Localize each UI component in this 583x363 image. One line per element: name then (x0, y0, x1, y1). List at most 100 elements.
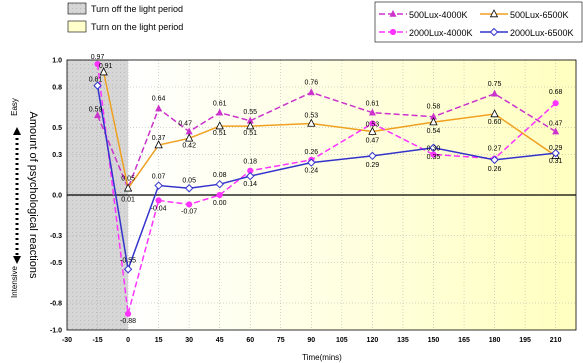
open-triangle-marker (99, 67, 108, 76)
data-label: 0.60 (488, 119, 502, 126)
y-tick-label: -1.0 (50, 328, 62, 335)
data-label: 0.47 (178, 121, 192, 128)
triangle-marker (94, 111, 102, 119)
data-label: 0.64 (152, 96, 166, 103)
y-tick-label: -0.5 (50, 260, 62, 267)
x-tick-labels: -30 -15 0 15 30 45 60 75 90 105 120 135 150 165 180 195… (62, 337, 562, 344)
data-label: 0.29 (549, 145, 563, 152)
y-easy-label: Easy (10, 98, 19, 116)
data-label: 0.61 (213, 101, 227, 108)
legend-series-label: 500Lux-6500K (510, 10, 569, 20)
legend-series-label: 2000Lux-6500K (510, 28, 574, 38)
data-label: 0.30 (427, 146, 441, 153)
diamond-marker (93, 81, 102, 90)
dot-marker (552, 100, 559, 107)
x-tick-label: -30 (62, 337, 72, 344)
x-tick-label: 180 (489, 337, 501, 344)
open-triangle-marker (490, 109, 499, 118)
series-legend-box (374, 1, 583, 43)
data-label: 0.05 (182, 177, 196, 184)
diamond-marker (246, 171, 255, 181)
data-label: 0.18 (243, 159, 257, 166)
x-axis-label: Time(mins) (302, 353, 342, 362)
dot-marker (155, 197, 162, 204)
diamond-marker (368, 151, 377, 161)
series-legend: 500Lux-4000K 500Lux-6500K 2000Lux-4000K 200… (374, 1, 583, 43)
x-tick-label: 150 (428, 337, 440, 344)
data-label: 0.53 (366, 121, 380, 128)
open-triangle-marker (154, 140, 163, 149)
data-label: 0.47 (366, 138, 380, 145)
triangle-marker (552, 127, 560, 135)
data-label: 0.51 (243, 130, 257, 137)
data-label: 0.42 (182, 142, 196, 149)
dot-marker (94, 60, 101, 68)
y-tick-label: -0.8 (50, 301, 62, 308)
data-label: 0.76 (305, 79, 319, 86)
legend-swatch-light-off (67, 2, 87, 15)
data-label: 0.47 (549, 121, 563, 128)
period-legend: Turn off the light period Turn on the li… (67, 2, 183, 33)
triangle-marker (491, 89, 499, 97)
diamond-marker (489, 27, 499, 37)
triangle-marker (307, 88, 315, 96)
dot-marker (186, 201, 193, 208)
data-label: 0.05 (121, 175, 135, 182)
open-triangle-marker (123, 183, 133, 192)
data-label: 0.07 (152, 174, 166, 181)
y-tick-label: 0.5 (52, 125, 62, 132)
data-label: -0.04 (151, 205, 167, 212)
diamond-marker (551, 148, 560, 158)
y-tick-label: -0.3 (50, 233, 62, 240)
arrow-down-icon (13, 256, 21, 264)
x-tick-label: 45 (216, 337, 224, 344)
data-label: 0.37 (152, 135, 166, 142)
y-intensive-label: Intensive (10, 265, 19, 298)
data-label: 0.61 (366, 101, 380, 108)
data-label: 0.81 (89, 77, 103, 84)
data-label: 0.31 (549, 158, 563, 165)
x-tick-label: -15 (92, 337, 102, 344)
data-label: -0.55 (120, 257, 136, 264)
y-axis-label: Amount of psychological reactions (27, 112, 39, 279)
open-triangle-marker (368, 126, 377, 135)
data-label: 0.75 (488, 81, 502, 88)
data-label: 0.29 (366, 162, 380, 169)
data-label: 0.59 (89, 106, 103, 113)
data-label: 0.01 (121, 197, 135, 204)
dot-marker (369, 120, 376, 127)
legend-series-label: 2000Lux-4000K (409, 28, 473, 38)
data-label: 0.51 (213, 130, 227, 137)
legend-swatch-light-on (67, 20, 87, 33)
y-tick-label: 0.0 (52, 193, 62, 200)
x-tick-label: 75 (277, 337, 285, 344)
x-tick-label: 210 (550, 337, 562, 344)
diamond-marker (154, 181, 163, 190)
data-label: -0.07 (181, 208, 197, 215)
x-tick-label: 15 (155, 337, 163, 344)
dot-marker (216, 191, 223, 199)
y-tick-label: 1.0 (52, 58, 62, 65)
data-label: 0.35 (427, 154, 441, 161)
data-label: 0.97 (91, 54, 105, 61)
x-tick-label: 105 (336, 337, 348, 344)
open-triangle-marker (215, 121, 224, 130)
data-label: -0.88 (120, 318, 136, 325)
data-labels: 0.97 0.91 0.81 0.59 0.05 0.01 -0.55 -0.88 0.64 0.… (89, 54, 563, 325)
data-label: 0.54 (427, 128, 441, 135)
diamond-marker (490, 155, 499, 165)
x-tick-label: 60 (246, 337, 254, 344)
dot-marker (389, 28, 397, 36)
data-label: 0.24 (305, 168, 319, 175)
open-triangle-marker (246, 121, 255, 130)
plot-border (66, 59, 577, 331)
x-tick-label: 90 (307, 337, 315, 344)
x-tick-label: 195 (519, 337, 531, 344)
dot-marker (124, 310, 132, 317)
open-triangle-marker (489, 9, 499, 18)
triangle-marker (155, 104, 163, 112)
x-tick-label: 120 (367, 337, 379, 344)
legend-label-light-off: Turn off the light period (91, 4, 183, 14)
data-label: 0.68 (549, 89, 563, 96)
